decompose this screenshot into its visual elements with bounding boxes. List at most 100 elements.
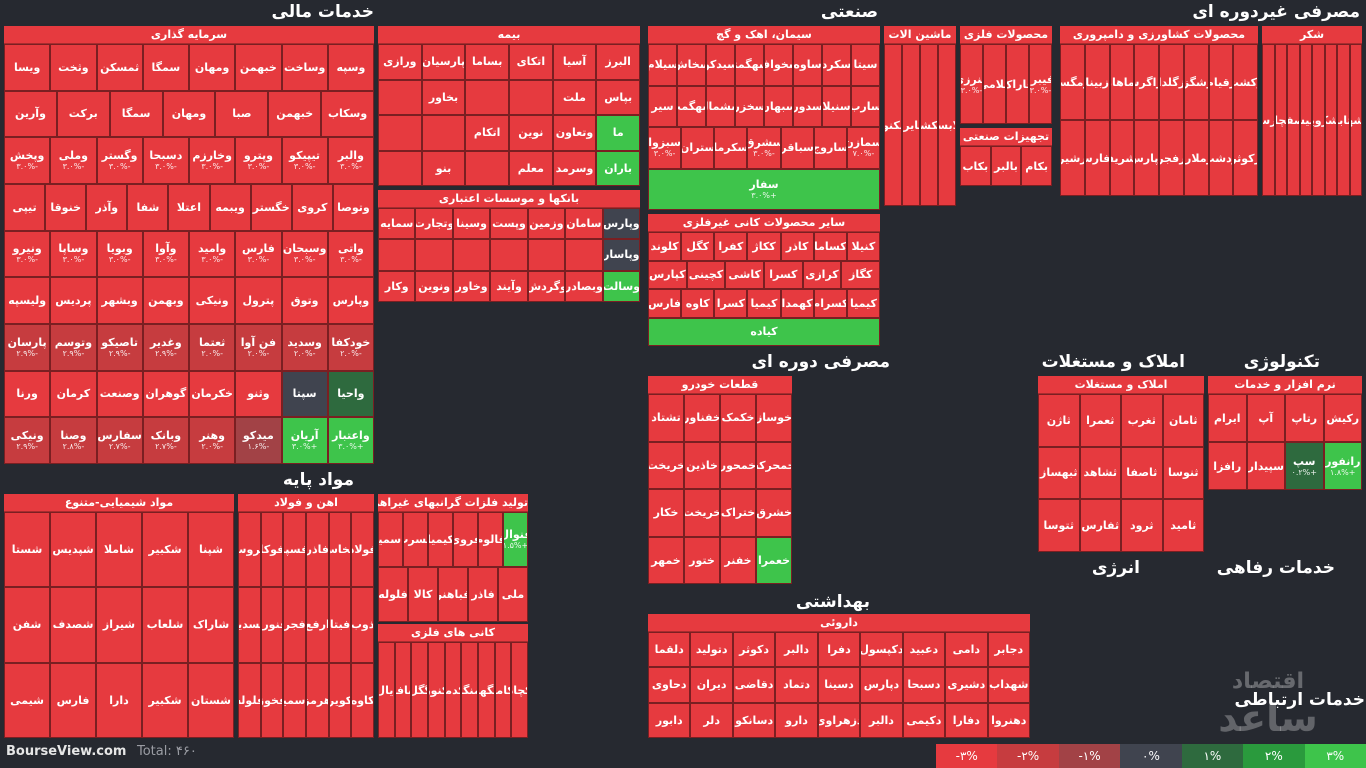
stock-tile[interactable]: کگهر: [478, 642, 495, 738]
stock-tile[interactable]: ما: [596, 115, 640, 151]
stock-tile[interactable]: سکرما: [714, 127, 748, 169]
stock-tile[interactable]: کویر: [328, 662, 352, 738]
stock-tile[interactable]: وساپا -۳.۰%: [50, 230, 97, 278]
stock-tile[interactable]: شکبیر: [142, 512, 188, 588]
stock-tile[interactable]: وخارزم -۳.۰%: [189, 137, 236, 184]
stock-tile[interactable]: [421, 115, 466, 151]
stock-tile[interactable]: وپترو -۳.۰%: [235, 137, 282, 184]
stock-tile[interactable]: شاملا: [96, 512, 142, 588]
stock-tile[interactable]: زبینا: [1084, 44, 1110, 120]
stock-tile[interactable]: ومهان: [189, 44, 236, 91]
stock-tile[interactable]: پارسیان: [421, 44, 466, 80]
stock-tile[interactable]: سخزر: [735, 85, 764, 127]
stock-tile[interactable]: واعتبار +۳.۰%: [327, 417, 374, 464]
stock-tile[interactable]: وصنعت: [96, 370, 143, 418]
industry-title[interactable]: تولید فلزات گرانبهای غیراهن: [378, 494, 528, 512]
stock-tile[interactable]: دفارا: [945, 702, 988, 738]
stock-tile[interactable]: بنو: [421, 150, 466, 186]
stock-tile[interactable]: ونوین: [415, 270, 453, 302]
stock-tile[interactable]: سفارس -۲.۷%: [96, 417, 143, 464]
stock-tile[interactable]: [378, 115, 422, 151]
stock-tile[interactable]: آپ: [1246, 394, 1285, 442]
stock-tile[interactable]: وثخت: [50, 44, 97, 91]
stock-tile[interactable]: تاصیکو -۲.۹%: [96, 324, 143, 371]
stock-tile[interactable]: والبر -۳.۰%: [327, 137, 374, 184]
stock-tile[interactable]: زدشت: [1208, 120, 1234, 196]
stock-tile[interactable]: معلم: [509, 150, 553, 186]
stock-tile[interactable]: گگل: [411, 642, 428, 738]
stock-tile[interactable]: ککاژ: [747, 232, 781, 261]
stock-tile[interactable]: ثشاهد: [1079, 446, 1121, 500]
stock-tile[interactable]: فسپا: [283, 512, 306, 588]
stock-tile[interactable]: وبانک -۲.۷%: [142, 417, 189, 464]
stock-tile[interactable]: کاشی: [725, 260, 764, 289]
stock-tile[interactable]: شستان: [188, 662, 234, 738]
stock-tile[interactable]: فروی: [453, 512, 478, 567]
stock-tile[interactable]: سکرد: [822, 44, 851, 86]
stock-tile[interactable]: دعبید: [902, 632, 946, 668]
stock-tile[interactable]: سامان: [565, 208, 603, 240]
industry-title[interactable]: سیمان، اهک و گچ: [648, 26, 880, 44]
stock-tile[interactable]: ونیرو -۳.۰%: [4, 230, 51, 278]
stock-tile[interactable]: سیر: [648, 85, 677, 127]
stock-tile[interactable]: شپنا: [188, 512, 234, 588]
stock-tile[interactable]: زفجر: [1159, 120, 1184, 196]
industry-title[interactable]: املاک و مستغلات: [1038, 376, 1204, 394]
stock-tile[interactable]: فاسمین: [283, 662, 306, 738]
stock-tile[interactable]: خکمک: [720, 394, 756, 442]
stock-tile[interactable]: دشیری: [945, 667, 988, 703]
stock-tile[interactable]: واتی -۳.۰%: [327, 230, 374, 278]
stock-tile[interactable]: ویبمه: [209, 184, 251, 231]
stock-tile[interactable]: سخاش: [677, 44, 706, 86]
stock-tile[interactable]: وتعاون: [552, 115, 597, 151]
stock-tile[interactable]: ثاژن: [1038, 394, 1080, 447]
stock-tile[interactable]: فالوم: [478, 512, 503, 567]
stock-tile[interactable]: خفنر: [720, 536, 756, 584]
stock-tile[interactable]: سپیدار: [1246, 442, 1285, 490]
industry-title[interactable]: کانی های فلزی: [378, 624, 528, 642]
stock-tile[interactable]: سفار +۳.۰%: [648, 168, 880, 210]
stock-tile[interactable]: دارا: [96, 662, 142, 738]
stock-tile[interactable]: وتوصا: [332, 184, 374, 231]
stock-tile[interactable]: فاذر: [468, 567, 498, 622]
stock-tile[interactable]: وپخش -۳.۰%: [4, 137, 51, 184]
stock-tile[interactable]: تیپیکو -۳.۰%: [281, 137, 328, 184]
stock-tile[interactable]: وآیند: [490, 270, 528, 302]
stock-tile[interactable]: ولیسپه: [4, 277, 51, 324]
industry-title[interactable]: قطعات خودرو: [648, 376, 792, 394]
industry-title[interactable]: سایر محصولات کانی غیرفلزی: [648, 214, 880, 232]
stock-tile[interactable]: وآرین: [4, 90, 57, 138]
stock-tile[interactable]: خنوقا: [45, 184, 87, 231]
stock-tile[interactable]: وهنر -۲.۰%: [189, 417, 236, 464]
stock-tile[interactable]: فارس -۳.۰%: [235, 230, 282, 278]
stock-tile[interactable]: سبهان: [764, 85, 793, 127]
stock-tile[interactable]: کاذر: [780, 232, 814, 261]
stock-tile[interactable]: وتوق: [281, 277, 328, 324]
stock-tile[interactable]: قلرست: [1262, 44, 1275, 196]
stock-tile[interactable]: آسیا: [552, 44, 597, 80]
stock-tile[interactable]: وآذر: [86, 184, 128, 231]
stock-tile[interactable]: دپارس: [860, 667, 903, 703]
stock-tile[interactable]: هرمز: [306, 662, 329, 738]
stock-tile[interactable]: خمهر: [648, 536, 684, 584]
stock-tile[interactable]: وصنا -۲.۸%: [50, 417, 97, 464]
stock-tile[interactable]: نوین: [509, 115, 553, 151]
stock-tile[interactable]: ثعمرا: [1079, 394, 1121, 447]
stock-tile[interactable]: کهمدا: [780, 289, 814, 318]
stock-tile[interactable]: شهداب: [987, 667, 1030, 703]
stock-tile[interactable]: وزمین: [527, 208, 566, 240]
stock-tile[interactable]: [452, 239, 491, 271]
industry-title[interactable]: شکر: [1262, 26, 1362, 44]
industry-title[interactable]: نرم افزار و خدمات: [1208, 376, 1362, 394]
stock-tile[interactable]: تشتاد: [648, 394, 684, 442]
stock-tile[interactable]: فلوله: [378, 567, 408, 622]
stock-tile[interactable]: دالبر: [860, 702, 903, 738]
stock-tile[interactable]: قچار: [1274, 44, 1287, 196]
stock-tile[interactable]: قشکر: [1324, 44, 1337, 196]
industry-title[interactable]: داروئی: [648, 614, 1030, 632]
stock-tile[interactable]: قثابت: [1337, 44, 1350, 196]
stock-tile[interactable]: میدکو -۱.۶%: [235, 417, 282, 464]
stock-tile[interactable]: وسپه: [327, 44, 374, 91]
stock-tile[interactable]: [565, 239, 603, 271]
stock-tile[interactable]: ثتوسا: [1038, 499, 1080, 552]
